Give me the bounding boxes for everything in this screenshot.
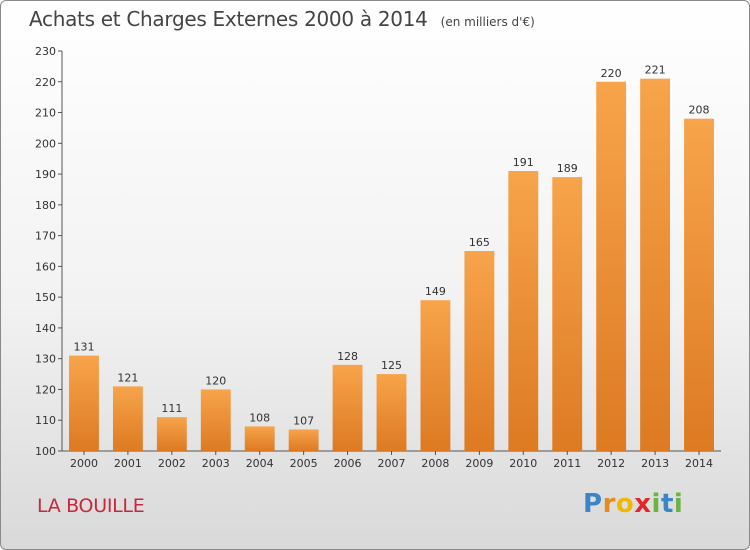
x-tick-label: 2006: [334, 457, 362, 470]
y-tick-label: 210: [35, 107, 56, 120]
x-tick-label: 2007: [378, 457, 406, 470]
bar-value-label: 220: [601, 67, 622, 80]
y-tick-label: 190: [35, 168, 56, 181]
chart-title-row: Achats et Charges Externes 2000 à 2014 (…: [29, 7, 535, 31]
bar-value-label: 221: [645, 64, 666, 77]
chart-title: Achats et Charges Externes 2000 à 2014: [29, 7, 428, 31]
y-tick-label: 120: [35, 383, 56, 396]
bar: [684, 118, 714, 451]
x-tick-label: 2008: [421, 457, 449, 470]
city-name: LA BOUILLE: [37, 495, 145, 517]
bar-value-label: 125: [381, 359, 402, 372]
y-tick-label: 140: [35, 322, 56, 335]
bar-value-label: 121: [117, 371, 138, 384]
bar: [508, 171, 539, 451]
bar-value-label: 107: [293, 414, 314, 427]
y-tick-label: 160: [35, 260, 56, 273]
proxiti-logo[interactable]: Proxiti: [583, 489, 684, 519]
bar-value-label: 131: [73, 341, 94, 354]
bar: [596, 81, 627, 452]
bar: [244, 426, 275, 451]
bar: [112, 386, 143, 451]
bar-value-label: 191: [513, 156, 534, 169]
bar-value-label: 208: [689, 104, 710, 117]
x-tick-label: 2004: [246, 457, 274, 470]
x-tick-label: 2014: [685, 457, 713, 470]
x-tick-label: 2012: [597, 457, 625, 470]
bar: [552, 177, 583, 451]
bar: [69, 355, 99, 451]
x-tick-label: 2003: [202, 457, 230, 470]
bar-value-label: 111: [161, 402, 182, 415]
x-tick-label: 2011: [553, 457, 581, 470]
x-tick-label: 2009: [465, 457, 493, 470]
axes: 100 110 120 130 140 150 160 170 180 190 200 210 220 2…: [35, 45, 721, 470]
bar: [640, 78, 671, 451]
x-tick-label: 2001: [114, 457, 142, 470]
bars: 131 121 111 120 108 107 128 125 149 165 191 189 220 2…: [69, 64, 714, 452]
x-tick-label: 2000: [70, 457, 98, 470]
bar: [200, 389, 231, 451]
y-tick-label: 170: [35, 230, 56, 243]
bar: [156, 417, 187, 451]
bar-value-label: 128: [337, 350, 358, 363]
bar: [288, 429, 319, 451]
y-tick-label: 220: [35, 76, 56, 89]
x-tick-label: 2010: [509, 457, 537, 470]
y-tick-label: 150: [35, 291, 56, 304]
x-tick-label: 2005: [290, 457, 318, 470]
bar: [464, 251, 495, 451]
x-tick-label: 2013: [641, 457, 669, 470]
y-tick-label: 100: [35, 445, 56, 458]
bar: [332, 364, 363, 451]
y-tick-label: 230: [35, 45, 56, 58]
bar-value-label: 189: [557, 162, 578, 175]
bar-value-label: 120: [205, 374, 226, 387]
y-tick-label: 130: [35, 353, 56, 366]
x-tick-label: 2002: [158, 457, 186, 470]
bar: [376, 374, 407, 451]
y-tick-label: 110: [35, 414, 56, 427]
bar-value-label: 149: [425, 285, 446, 298]
bar-value-label: 165: [469, 236, 490, 249]
bar-value-label: 108: [249, 411, 270, 424]
y-tick-label: 200: [35, 137, 56, 150]
bar: [420, 300, 451, 451]
chart-unit: (en milliers d'€): [440, 15, 535, 29]
y-tick-label: 180: [35, 199, 56, 212]
